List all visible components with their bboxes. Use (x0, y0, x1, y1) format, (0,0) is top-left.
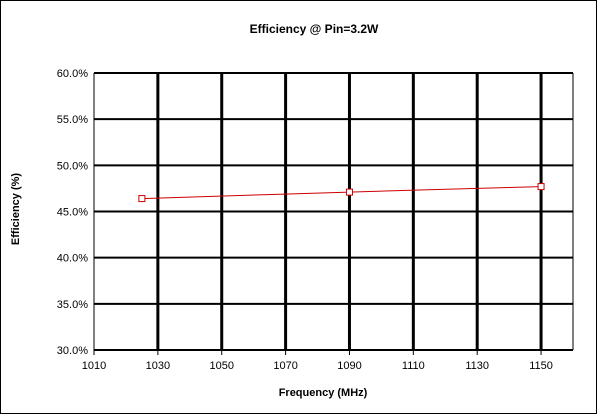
x-tick-label: 1030 (146, 360, 170, 372)
y-tick-label: 40.0% (57, 253, 88, 265)
x-tick-label: 1090 (337, 360, 361, 372)
y-axis-label: Efficiency (%) (10, 173, 22, 245)
y-tick-label: 50.0% (57, 160, 88, 172)
data-point (345, 188, 353, 196)
plot-area: 30.0% 35.0% 40.0% 45.0% 50.0% 55.0% 60.0% 1010 1… (57, 68, 574, 372)
y-tick-label: 55.0% (57, 114, 88, 126)
x-axis-label: Frequency (MHz) (279, 387, 368, 399)
x-tick-label: 1070 (273, 360, 297, 372)
y-tick-label: 35.0% (57, 299, 88, 311)
y-tick-label: 30.0% (57, 345, 88, 357)
y-tick-label: 60.0% (57, 68, 88, 80)
x-tick-label: 1150 (529, 360, 553, 372)
x-tick-label: 1050 (209, 360, 233, 372)
chart-title: Efficiency @ Pin=3.2W (250, 22, 379, 36)
x-tick-label: 1010 (82, 360, 106, 372)
data-point (138, 195, 146, 203)
y-tick-label: 45.0% (57, 207, 88, 219)
x-tick-label: 1130 (465, 360, 489, 372)
data-point (537, 183, 545, 191)
x-tick-label: 1110 (402, 360, 425, 372)
